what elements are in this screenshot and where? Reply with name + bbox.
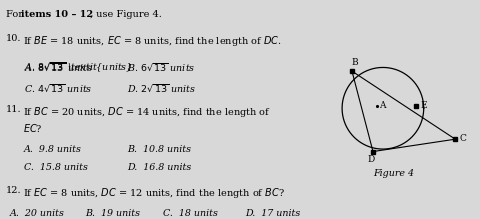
Text: , use Figure 4.: , use Figure 4. [90, 10, 162, 19]
Text: C.  18 units: C. 18 units [164, 209, 218, 218]
Text: B.  19 units: B. 19 units [85, 209, 140, 218]
Text: A.  20 units: A. 20 units [10, 209, 65, 218]
Text: A. $8\sqrt{13}$ \textit{units}: A. $8\sqrt{13}$ \textit{units} [24, 61, 133, 75]
Text: 10.: 10. [6, 34, 22, 43]
Text: D.  17 units: D. 17 units [245, 209, 300, 218]
Text: D. $2\sqrt{13}$ units: D. $2\sqrt{13}$ units [127, 82, 196, 94]
Text: B.  10.8 units: B. 10.8 units [127, 145, 191, 154]
Text: D: D [368, 155, 375, 164]
Text: A: A [379, 101, 385, 110]
Text: D.  16.8 units: D. 16.8 units [127, 163, 191, 172]
Text: For: For [6, 10, 26, 19]
Text: E: E [420, 101, 427, 110]
Text: If $\mathit{BC}$ = 20 units, $\mathit{DC}$ = 14 units, find the length of: If $\mathit{BC}$ = 20 units, $\mathit{DC… [23, 105, 271, 119]
Text: If $\mathit{BE}$ = 18 units, $\mathit{EC}$ = 8 units, find the length of $\mathi: If $\mathit{BE}$ = 18 units, $\mathit{EC… [23, 34, 281, 48]
Text: $\mathit{EC}$?: $\mathit{EC}$? [23, 122, 42, 134]
Text: C.  15.8 units: C. 15.8 units [24, 163, 88, 172]
Text: If $\mathit{EC}$ = 8 units, $\mathit{DC}$ = 12 units, find the length of $\mathi: If $\mathit{EC}$ = 8 units, $\mathit{DC}… [23, 186, 285, 200]
Text: 11.: 11. [6, 105, 22, 114]
Text: C. $4\sqrt{13}$ units: C. $4\sqrt{13}$ units [24, 82, 93, 94]
Text: A.  9.8 units: A. 9.8 units [24, 145, 82, 154]
Text: A. $8\sqrt{13}$ units: A. $8\sqrt{13}$ units [24, 61, 93, 73]
Text: 12.: 12. [6, 186, 22, 195]
Text: C: C [459, 134, 467, 143]
Text: B. $6\sqrt{13}$ units: B. $6\sqrt{13}$ units [127, 61, 195, 73]
Text: items 10 – 12: items 10 – 12 [21, 10, 93, 19]
Text: Figure 4: Figure 4 [373, 170, 414, 178]
Text: B: B [351, 58, 358, 67]
